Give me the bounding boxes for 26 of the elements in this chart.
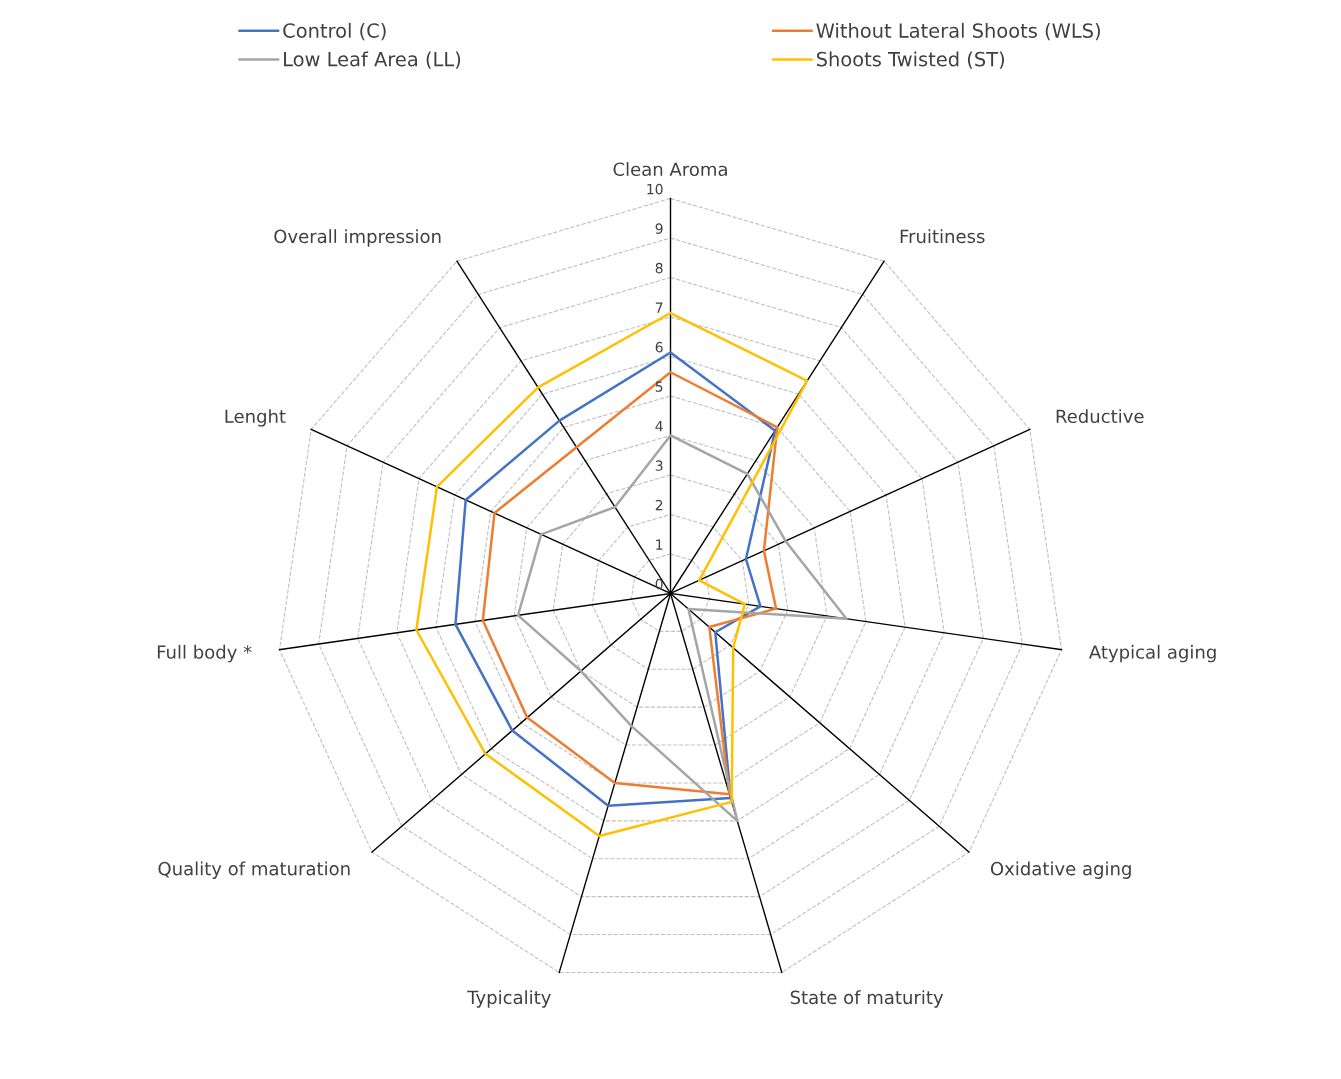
y-tick-label: 6: [655, 341, 663, 353]
legend-label: Control (C): [283, 22, 386, 41]
spoke-label: Oxidative aging: [990, 861, 1131, 879]
y-tick-label: 7: [655, 302, 663, 313]
spoke-label: Fruitiness: [900, 229, 985, 244]
spoke-label: Lenght: [225, 409, 286, 427]
legend-label: Without Lateral Shoots (WLS): [816, 22, 1100, 41]
spoke-label: State of maturity: [790, 990, 944, 1008]
legend-label: Low Leaf Area (LL): [284, 51, 461, 69]
y-tick-label: 4: [655, 421, 663, 432]
y-tick-label: 9: [655, 223, 663, 234]
spoke-label: Quality of maturation: [158, 861, 350, 879]
spoke-label: Atypical aging: [1088, 644, 1216, 663]
spoke-label: Reductive: [1056, 409, 1144, 424]
y-tick-label: 10: [647, 183, 663, 195]
spoke-label: Typicality: [467, 990, 551, 1008]
spoke-label: Full body *: [157, 644, 252, 663]
y-tick-label: 2: [655, 499, 663, 511]
spoke-label: Overall impression: [274, 229, 441, 247]
legend-label: Shoots Twisted (ST): [816, 51, 1004, 69]
y-tick-label: 3: [655, 460, 663, 471]
y-tick-label: 0: [655, 578, 663, 590]
y-tick-label: 8: [655, 262, 663, 274]
spoke-label: Clean Aroma: [613, 162, 727, 177]
y-tick-label: 1: [656, 539, 663, 550]
y-tick-label: 5: [655, 381, 663, 392]
